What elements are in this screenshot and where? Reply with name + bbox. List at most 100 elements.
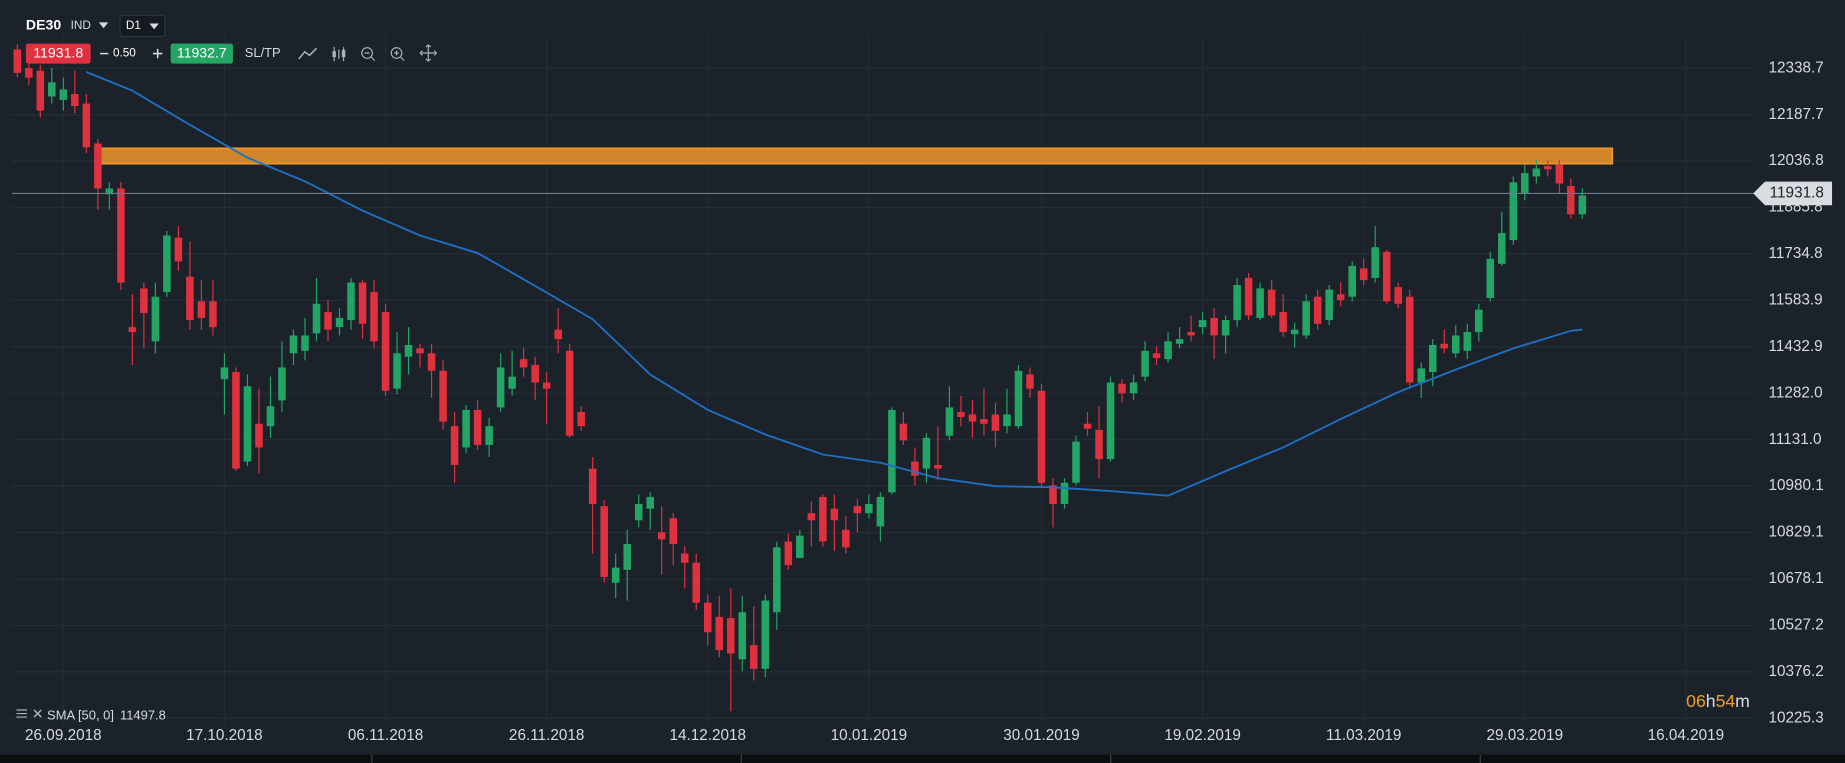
price-label: 11931.8 — [1770, 184, 1824, 201]
candle-body — [1049, 485, 1057, 504]
candle-body — [1486, 258, 1495, 298]
candle-body — [243, 386, 252, 462]
sell-price[interactable]: 11931.8 — [33, 44, 83, 60]
candle-body — [186, 276, 194, 321]
candle-body — [980, 419, 988, 424]
candle-body — [140, 288, 148, 314]
candle-body — [1129, 382, 1138, 394]
candle-body — [554, 329, 562, 340]
candle-body — [796, 535, 804, 559]
candle-body — [1371, 247, 1379, 278]
candle-body — [1083, 423, 1092, 429]
zoom-in-icon[interactable] — [394, 50, 405, 62]
candle-body — [13, 49, 22, 73]
candle-body — [761, 600, 770, 669]
candle-body — [991, 414, 1000, 431]
candle-body — [473, 409, 482, 445]
sell-button[interactable] — [25, 43, 91, 64]
candle-body — [1060, 482, 1069, 504]
candle-body — [703, 602, 712, 633]
buy-price[interactable]: 11932.7 — [177, 44, 227, 60]
move-icon[interactable] — [419, 44, 437, 62]
candle-body — [934, 464, 942, 469]
y-tick-label: 11734.8 — [1769, 245, 1823, 262]
indicator-menu-icon[interactable] — [16, 709, 28, 718]
candle-body — [1072, 441, 1080, 483]
candle-body — [876, 496, 885, 527]
candle-body — [1463, 332, 1472, 351]
candle-body — [577, 412, 585, 427]
candle-body — [968, 414, 977, 422]
y-tick-label: 10527.2 — [1769, 616, 1824, 633]
symbol[interactable]: DE30 — [26, 17, 61, 33]
y-tick-label: 12338.7 — [1769, 59, 1824, 76]
candle-body — [1256, 288, 1264, 318]
candle-body — [255, 423, 263, 448]
timer-hours: 06 — [1686, 690, 1706, 710]
candle-body — [324, 312, 332, 330]
candle-body — [358, 282, 367, 324]
candle-body — [646, 496, 654, 509]
candle-body — [1037, 390, 1046, 483]
candle-body — [738, 612, 747, 660]
candle-body — [1498, 233, 1506, 264]
candle-body — [1336, 294, 1345, 301]
x-tick-label: 16.04.2019 — [1648, 727, 1725, 744]
candle-body — [1106, 382, 1115, 460]
zoom-in-icon[interactable] — [390, 47, 403, 59]
dropdown-arrow[interactable] — [98, 22, 109, 29]
candle-body — [312, 303, 321, 334]
candle-body — [1348, 265, 1356, 297]
candle-body — [163, 235, 171, 293]
candle-body — [1394, 287, 1402, 304]
candle-body — [105, 188, 114, 195]
sma-name: SMA [50, 0] — [47, 707, 114, 722]
line-chart-icon[interactable] — [298, 47, 318, 60]
indicator-close-icon[interactable] — [33, 709, 42, 718]
candle-body — [48, 82, 56, 97]
candle-body — [1428, 344, 1437, 373]
candle-body — [773, 547, 781, 613]
dropdown-arrow[interactable] — [149, 23, 159, 30]
interval[interactable]: D1 — [126, 19, 141, 32]
zoom-out-icon[interactable] — [364, 52, 376, 62]
candle-body — [1302, 301, 1310, 336]
candle-body — [1451, 335, 1460, 354]
candle-body — [1003, 414, 1011, 427]
candle-body — [370, 292, 378, 342]
candle-body — [1567, 185, 1575, 215]
candle-body — [750, 645, 758, 669]
x-tick-label: 06.11.2018 — [348, 727, 423, 744]
x-tick-label: 26.11.2018 — [509, 727, 584, 744]
candle-body — [1198, 320, 1207, 328]
candle-body — [819, 496, 827, 542]
spread: 0.50 — [113, 47, 136, 60]
candle-body — [174, 237, 183, 262]
candle-body — [151, 296, 160, 342]
indicator-legend: SMA [50, 0] 11497.8 — [16, 707, 166, 722]
candle-body — [1532, 168, 1541, 177]
plus-icon[interactable] — [152, 48, 163, 59]
candles-icon[interactable] — [332, 47, 346, 62]
candle-body — [1325, 289, 1333, 321]
y-tick-label: 12187.7 — [1769, 106, 1824, 123]
buy-button[interactable] — [170, 43, 233, 64]
candle-body — [1026, 374, 1034, 389]
candle-body — [680, 553, 689, 563]
candle-body — [36, 70, 45, 111]
candle-body — [727, 618, 735, 654]
candle-body — [1152, 353, 1161, 358]
candle-body — [1187, 332, 1195, 336]
sltp-button[interactable]: SL/TP — [245, 45, 281, 60]
candle-body — [634, 503, 643, 521]
candle-body — [1405, 296, 1414, 383]
candle-body — [565, 350, 574, 436]
candle-body — [1440, 343, 1449, 349]
candle-body — [439, 370, 447, 422]
interval-box[interactable] — [119, 14, 166, 38]
candle-body — [692, 562, 701, 603]
candle-body — [1164, 341, 1172, 360]
zoom-out-icon[interactable] — [361, 47, 374, 59]
